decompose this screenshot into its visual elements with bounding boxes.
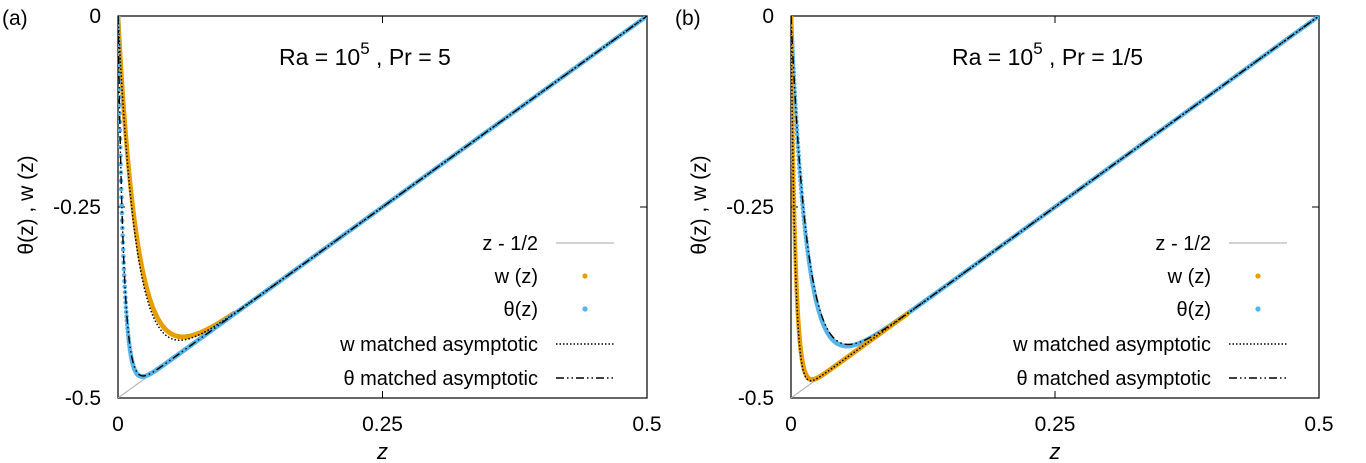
- y-tick-label: -0.5: [65, 387, 101, 410]
- x-tick-label: 0: [112, 413, 124, 436]
- legend-label: z - 1/2: [482, 233, 538, 255]
- legend-label: θ(z): [504, 299, 538, 321]
- theta-series-point: [118, 161, 123, 167]
- theta-series-point: [118, 186, 124, 192]
- parameter-annotation: Ra = 105 , Pr = 5: [279, 39, 451, 70]
- x-tick-label: 0.5: [1304, 413, 1333, 436]
- theta-matched-asymptotic-curve: [791, 16, 1319, 346]
- x-axis-label: z: [1049, 439, 1061, 463]
- panel-label: (a): [2, 7, 28, 30]
- annotation-prefix: Ra = 10: [279, 44, 360, 70]
- legend-label: w (z): [1167, 266, 1211, 288]
- w-series-point: [791, 153, 796, 159]
- theta-series-point: [796, 153, 801, 158]
- theta-series-point: [120, 247, 126, 252]
- legend: z - 1/2 w (z) θ(z) w matched asymptotic θ ma…: [1012, 233, 1287, 390]
- w-series-point: [791, 149, 796, 155]
- x-axis-label: z: [376, 439, 388, 463]
- theta-series-point: [798, 182, 804, 188]
- w-series-point: [791, 84, 795, 90]
- legend-swatch-point: [1255, 306, 1261, 312]
- w-series-point: [791, 172, 796, 178]
- w-series-point: [791, 184, 796, 189]
- legend: z - 1/2 w (z) θ(z) w matched asymptotic θ ma…: [339, 233, 614, 390]
- w-series-point: [792, 240, 798, 246]
- annotation-exponent: 5: [360, 39, 369, 58]
- theta-series-point: [797, 165, 802, 171]
- annotation-suffix: , Pr = 5: [370, 44, 451, 70]
- theta-series-point: [800, 202, 805, 208]
- theta-matched-asymptotic-curve: [118, 16, 647, 377]
- plot-area: [118, 16, 647, 398]
- theta-series-point: [118, 128, 123, 133]
- w-series-point: [791, 81, 795, 86]
- theta-series-point: [118, 153, 123, 159]
- annotation-prefix: Ra = 10: [952, 44, 1033, 70]
- x-tick-label: 0.5: [632, 413, 661, 436]
- legend-swatch-point: [582, 273, 588, 279]
- theta-series-point: [794, 131, 800, 137]
- y-tick-label: 0: [762, 5, 774, 28]
- legend-label: w matched asymptotic: [339, 334, 538, 356]
- theta-series-point: [118, 102, 122, 108]
- annotation-suffix: , Pr = 1/5: [1043, 44, 1143, 70]
- chart-panel-a: 0 0.25 0.5 0 -0.25 -0.5 (a) z θ(z) , w (z) Ra = 1…: [2, 5, 662, 463]
- y-axis-label: θ(z) , w (z): [688, 155, 711, 254]
- theta-series-point: [799, 190, 804, 196]
- x-tick-label: 0.25: [1035, 413, 1076, 436]
- legend-label: θ matched asymptotic: [343, 368, 538, 390]
- w-series-point: [791, 195, 797, 201]
- theta-series-point: [124, 322, 130, 327]
- legend-label: z - 1/2: [1155, 233, 1211, 255]
- theta-series-point: [121, 272, 127, 278]
- w-series: [791, 16, 910, 382]
- y-tick-label: -0.25: [53, 196, 101, 219]
- legend-label: θ(z): [1177, 299, 1211, 321]
- theta-series-point: [1316, 16, 1319, 19]
- theta-series-point: [800, 206, 806, 211]
- y-tick-label: -0.5: [738, 387, 774, 410]
- annotation-exponent: 5: [1033, 39, 1042, 58]
- legend-label: w (z): [494, 266, 538, 288]
- parameter-annotation: Ra = 105 , Pr = 1/5: [952, 39, 1143, 70]
- w-series-point: [791, 74, 795, 79]
- w-series-point: [791, 191, 797, 197]
- chart-panel-b: 0 0.25 0.5 0 -0.25 -0.5 (b) z θ(z) , w (z) Ra = 1…: [675, 5, 1334, 463]
- theta-series-point: [794, 123, 799, 128]
- theta-series-point: [794, 127, 800, 133]
- w-series-point: [791, 188, 797, 193]
- theta-series-point: [796, 161, 802, 167]
- plot-area: [791, 16, 1319, 398]
- x-tick-label: 0: [785, 413, 797, 436]
- legend-label: w matched asymptotic: [1012, 334, 1211, 356]
- w-series-point: [791, 176, 796, 182]
- w-series-point: [792, 237, 798, 243]
- x-tick-label: 0.25: [362, 413, 403, 436]
- y-tick-label: 0: [89, 5, 101, 28]
- panel-label: (b): [675, 7, 701, 30]
- y-tick-label: -0.25: [726, 196, 774, 219]
- legend-label: θ matched asymptotic: [1016, 368, 1211, 390]
- y-axis-label: θ(z) , w (z): [15, 155, 38, 254]
- theta-series-point: [121, 266, 127, 272]
- theta-series-point: [122, 284, 128, 290]
- theta-series-point: [120, 233, 125, 238]
- legend-swatch-point: [582, 306, 588, 312]
- w-series: [118, 16, 237, 340]
- w-series-point: [791, 180, 796, 186]
- w-series-point: [791, 77, 795, 83]
- legend-swatch-point: [1255, 273, 1261, 279]
- theta-series-point: [798, 186, 804, 192]
- theta-series-point: [119, 202, 124, 208]
